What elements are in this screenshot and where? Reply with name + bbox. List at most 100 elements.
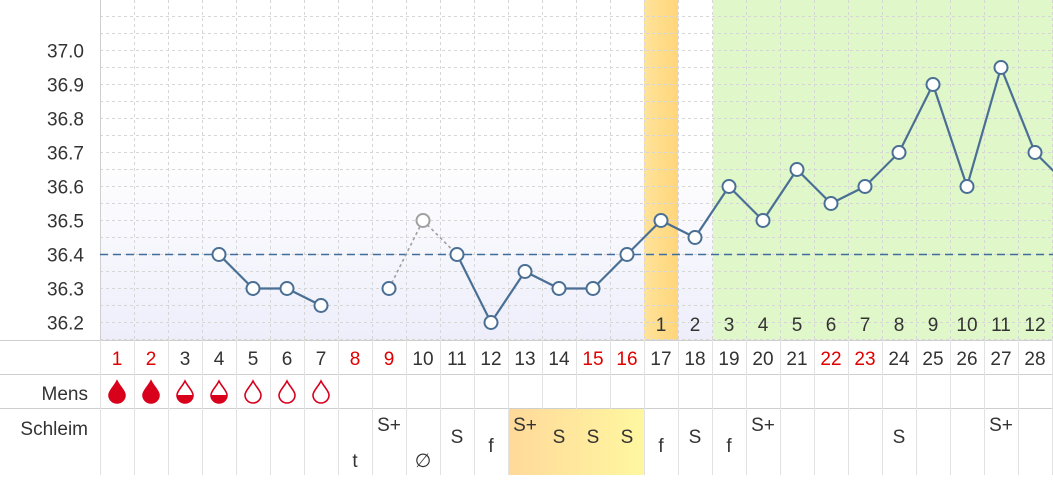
day-number: 2 (146, 349, 157, 370)
luteal-day-label: 1 (656, 315, 667, 336)
temperature-line-segment (218, 253, 254, 290)
y-tick-label: 36.4 (47, 246, 84, 267)
luteal-day-label: 12 (1024, 315, 1045, 336)
temperature-line-segment (728, 185, 764, 222)
luteal-day-label: 6 (826, 315, 837, 336)
temperature-point (823, 196, 839, 211)
day-number: 3 (180, 349, 191, 370)
excluded-line-segment (388, 220, 424, 289)
temperature-line-segment (796, 168, 832, 205)
temperature-line-segment (626, 219, 662, 256)
day-number: 20 (752, 349, 773, 370)
temperature-point (925, 77, 941, 92)
temperature-point (891, 145, 907, 160)
day-number: 5 (248, 349, 259, 370)
luteal-day-label: 5 (792, 315, 803, 336)
day-number: 18 (684, 349, 705, 370)
temperature-line-segment (1034, 151, 1053, 173)
day-number: 16 (616, 349, 637, 370)
schleim-symbol: f (658, 436, 664, 457)
schleim-highlight-band (509, 409, 644, 476)
day-number: 19 (718, 349, 739, 370)
temperature-line-segment (456, 254, 492, 323)
drop-outline (244, 379, 262, 404)
temperature-point (381, 281, 397, 296)
temperature-line-segment (999, 67, 1037, 153)
day-number: 9 (384, 349, 395, 370)
temperature-point (1027, 145, 1043, 160)
schleim-symbol: S+ (989, 415, 1013, 436)
excluded-temperature-point (415, 213, 431, 228)
schleim-symbol: S (621, 427, 634, 448)
day-number: 17 (650, 349, 671, 370)
luteal-day-label: 3 (724, 315, 735, 336)
temperature-point (449, 247, 465, 262)
drop-half-fill (211, 395, 227, 403)
mens-drop-icon (244, 379, 262, 404)
schleim-symbol: S (553, 427, 566, 448)
schleim-symbol: S (893, 427, 906, 448)
schleim-symbol: S+ (377, 415, 401, 436)
temperature-line-segment (490, 270, 526, 324)
temperature-point (993, 60, 1009, 75)
day-number: 1 (112, 349, 123, 370)
drop-outline (278, 379, 296, 404)
temperature-point (721, 179, 737, 194)
day-number: 8 (350, 349, 361, 370)
temperature-point (245, 281, 261, 296)
schleim-symbol: f (726, 436, 732, 457)
schleim-symbol: ∅ (415, 451, 432, 472)
temperature-point (857, 179, 873, 194)
temperature-line-segment (694, 185, 730, 239)
mens-drop-icon (312, 379, 330, 404)
temperature-point (211, 247, 227, 262)
luteal-day-label: 10 (956, 315, 977, 336)
luteal-day-label: 9 (928, 315, 939, 336)
y-tick-label: 37.0 (47, 42, 84, 63)
mens-drop-icon (108, 379, 126, 404)
temperature-line-segment (592, 253, 628, 290)
day-number: 21 (786, 349, 807, 370)
day-number: 14 (548, 349, 570, 370)
schleim-symbol: S+ (751, 415, 775, 436)
temperature-point (551, 281, 567, 296)
y-tick-label: 36.6 (47, 178, 84, 199)
temperature-point (279, 281, 295, 296)
luteal-day-label: 2 (690, 315, 701, 336)
day-number: 6 (282, 349, 293, 370)
mens-drop-icon (210, 379, 228, 404)
schleim-symbol: S+ (513, 415, 537, 436)
temperature-line-segment (931, 84, 969, 187)
day-number: 10 (412, 349, 433, 370)
schleim-row-label: Schleim (20, 419, 88, 440)
schleim-symbol: t (352, 451, 358, 472)
luteal-day-label: 4 (758, 315, 769, 336)
schleim-symbol: S (451, 427, 464, 448)
schleim-symbol: f (488, 436, 494, 457)
luteal-day-label: 7 (860, 315, 871, 336)
y-tick-label: 36.9 (47, 76, 84, 97)
drop-half-fill (177, 395, 193, 403)
day-number: 25 (922, 349, 943, 370)
day-number: 28 (1024, 349, 1045, 370)
mens-drop-icon (176, 379, 194, 404)
luteal-day-label: 11 (991, 315, 1011, 336)
temperature-point (755, 213, 771, 228)
mens-drop-icon (278, 379, 296, 404)
temperature-point (313, 298, 329, 313)
y-tick-label: 36.3 (47, 280, 84, 301)
luteal-day-label: 8 (894, 315, 905, 336)
temperature-point (483, 315, 499, 330)
mens-row-label: Mens (42, 384, 88, 405)
day-number: 27 (990, 349, 1011, 370)
drop-full (108, 379, 126, 404)
day-number: 15 (582, 349, 603, 370)
temperature-point (517, 264, 533, 279)
temperature-line-segment (864, 151, 900, 188)
day-number: 23 (854, 349, 875, 370)
y-tick-label: 36.2 (47, 314, 84, 335)
y-tick-label: 36.7 (47, 144, 84, 165)
drop-outline (312, 379, 330, 404)
